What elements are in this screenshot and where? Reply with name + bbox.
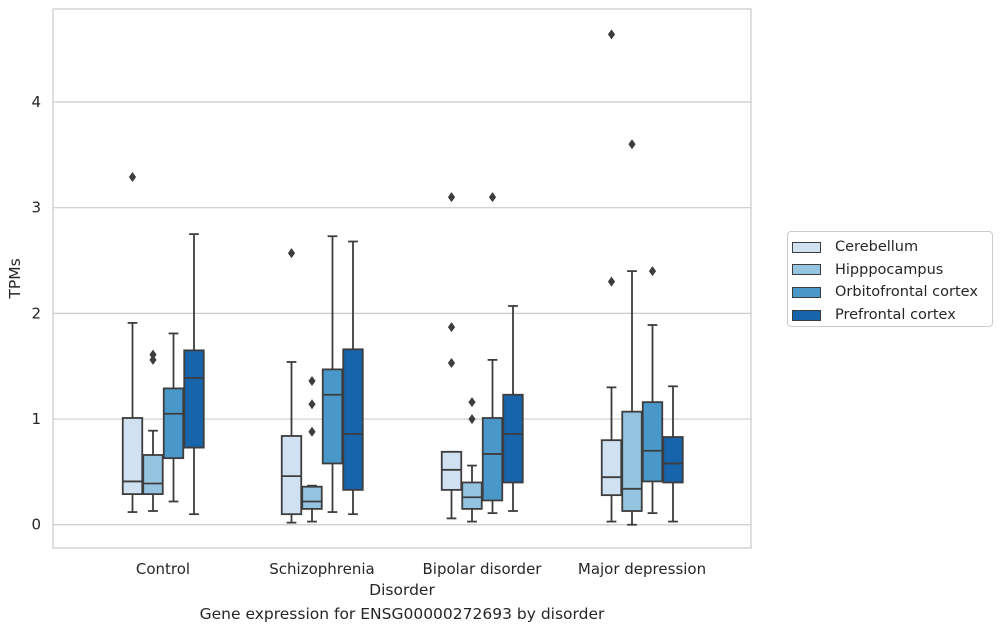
- iqr-box: [481, 417, 504, 502]
- box-bipolar-disorder-prefrontal-cortex: [502, 305, 524, 512]
- box-schizophrenia-orbitofrontal-cortex: [321, 235, 344, 513]
- iqr-box: [162, 387, 185, 460]
- box-major-depression-cerebellum: [600, 29, 623, 523]
- box-schizophrenia-cerebellum: [280, 248, 303, 524]
- legend-item-orbitofrontal-cortex: Orbitofrontal cortex: [792, 281, 992, 304]
- box-major-depression-prefrontal-cortex: [662, 385, 684, 523]
- iqr-box: [502, 393, 524, 484]
- box-groups: [121, 29, 684, 526]
- box-major-depression-orbitofrontal-cortex: [641, 266, 664, 515]
- iqr-box: [280, 435, 303, 516]
- legend-label-cerebellum: Cerebellum: [835, 239, 919, 256]
- legend-swatch-orbitofrontal-cortex: [792, 286, 821, 298]
- outlier-point: [607, 276, 616, 287]
- legend-swatch-cerebellum: [792, 241, 821, 253]
- outlier-point: [468, 397, 476, 408]
- box-control-orbitofrontal-cortex: [162, 332, 185, 503]
- iqr-box: [641, 401, 664, 483]
- legend-item-prefrontal-cortex: Prefrontal cortex: [792, 304, 992, 327]
- x-tick-label-control: Control: [136, 560, 190, 578]
- iqr-box: [342, 348, 364, 491]
- box-bipolar-disorder-orbitofrontal-cortex: [481, 192, 504, 515]
- iqr-box: [662, 436, 684, 484]
- outlier-point: [447, 358, 456, 369]
- iqr-box: [440, 450, 463, 491]
- outlier-point: [468, 414, 476, 425]
- x-tick-label-schizophrenia: Schizophrenia: [269, 560, 374, 578]
- outlier-point: [149, 349, 157, 360]
- outlier-point: [128, 172, 137, 183]
- box-schizophrenia-prefrontal-cortex: [342, 240, 364, 516]
- box-schizophrenia-hipppocampus: [301, 376, 323, 523]
- outlier-point: [149, 354, 157, 365]
- iqr-box: [461, 481, 483, 510]
- legend-label-hippocampus: Hipppocampus: [835, 261, 944, 278]
- outlier-point: [287, 248, 296, 259]
- outlier-point: [447, 322, 456, 333]
- box-bipolar-disorder-cerebellum: [440, 192, 463, 520]
- outlier-point: [308, 426, 316, 437]
- legend-swatch-hippocampus: [792, 264, 821, 276]
- plot-area-frame: [52, 8, 752, 549]
- legend-label-prefrontal-cortex: Prefrontal cortex: [835, 307, 956, 324]
- iqr-box: [142, 454, 164, 495]
- x-tick-label-bipolar-disorder: Bipolar disorder: [423, 560, 543, 578]
- iqr-box: [183, 349, 205, 449]
- y-tick-label-2: 2: [31, 304, 41, 322]
- outlier-point: [447, 192, 456, 203]
- y-tick-label-4: 4: [31, 93, 41, 111]
- iqr-box: [301, 485, 323, 510]
- y-tick-label-1: 1: [31, 410, 41, 428]
- y-tick-label-3: 3: [31, 199, 41, 217]
- box-bipolar-disorder-hipppocampus: [461, 397, 483, 523]
- legend: Cerebellum Hipppocampus Orbitofrontal co…: [787, 231, 993, 327]
- y-axis-title: TPMs: [6, 258, 24, 299]
- x-tick-label-major-depression: Major depression: [578, 560, 706, 578]
- box-control-hipppocampus: [142, 349, 164, 512]
- iqr-box: [600, 439, 623, 497]
- outlier-point: [648, 266, 657, 277]
- legend-item-cerebellum: Cerebellum: [792, 236, 992, 259]
- x-tick-labels: Control Schizophrenia Bipolar disorder Majo…: [136, 560, 706, 578]
- legend-swatch-prefrontal-cortex: [792, 309, 821, 321]
- box-major-depression-hipppocampus: [621, 139, 643, 526]
- outlier-point: [308, 399, 316, 410]
- x-axis-title: Disorder: [369, 581, 435, 599]
- iqr-box: [621, 410, 643, 512]
- legend-label-orbitofrontal-cortex: Orbitofrontal cortex: [835, 284, 978, 301]
- outlier-point: [308, 376, 316, 387]
- outlier-point: [628, 139, 636, 150]
- figure-caption: Gene expression for ENSG00000272693 by d…: [199, 605, 605, 623]
- y-tick-labels: 0 1 2 3 4: [31, 93, 41, 534]
- outlier-point: [488, 192, 497, 203]
- y-tick-label-0: 0: [31, 516, 41, 534]
- box-control-prefrontal-cortex: [183, 233, 205, 516]
- iqr-box: [121, 417, 144, 496]
- box-control-cerebellum: [121, 172, 144, 513]
- legend-item-hippocampus: Hipppocampus: [792, 259, 992, 282]
- iqr-box: [321, 368, 344, 465]
- outlier-point: [607, 29, 616, 40]
